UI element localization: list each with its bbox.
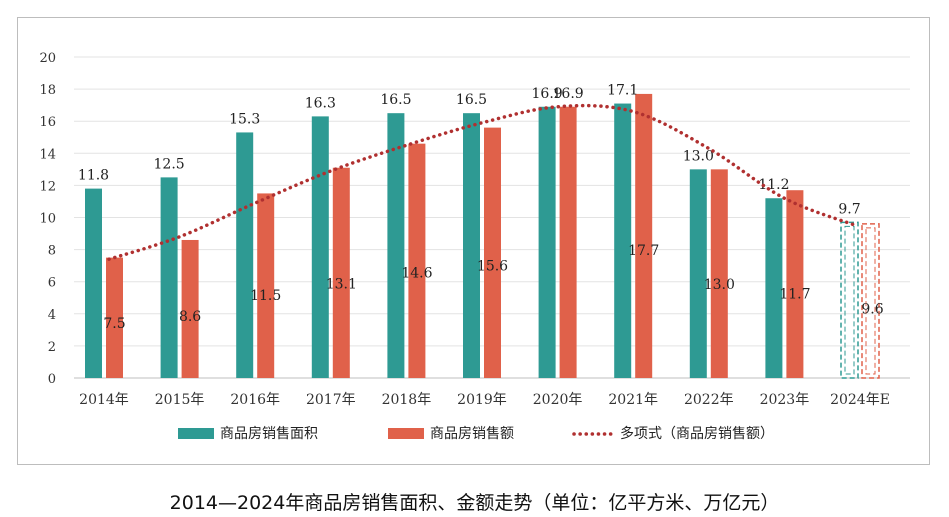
data-label-sales: 13.1 (326, 276, 357, 292)
x-tick-label: 2015年 (155, 392, 205, 408)
bar-area (311, 116, 329, 378)
x-tick-label: 2019年 (457, 392, 507, 408)
data-label-area: 13.0 (683, 148, 714, 164)
y-tick-label: 18 (39, 83, 56, 98)
data-label-area: 16.5 (456, 92, 487, 108)
legend-swatch-sales (388, 428, 424, 439)
y-tick-label: 8 (48, 244, 56, 259)
data-label-area: 12.5 (154, 156, 185, 172)
bar-sales (106, 257, 123, 378)
data-label-sales: 17.7 (628, 243, 659, 259)
y-tick-label: 4 (48, 308, 56, 323)
y-tick-label: 2 (48, 340, 56, 355)
bar-area (463, 113, 480, 379)
legend-swatch-area (178, 428, 214, 439)
y-tick-label: 0 (48, 372, 56, 387)
bar-sales (484, 127, 501, 379)
data-label-sales: 8.6 (179, 309, 201, 325)
x-tick-label: 2023年 (760, 392, 810, 408)
trendline (107, 103, 858, 261)
y-tick-label: 20 (39, 51, 56, 66)
legend-label-area: 商品房销售面积 (220, 426, 318, 442)
y-tick-label: 12 (39, 179, 56, 194)
bar-sales (257, 193, 275, 378)
data-label-sales: 11.5 (250, 288, 281, 304)
bar-sales-estimate-inner (865, 227, 876, 375)
bar-sales (635, 93, 653, 378)
bar-area (765, 198, 783, 378)
data-label-sales: 13.0 (704, 277, 735, 293)
legend-label-trendline: 多项式（商品房销售额） (620, 425, 774, 442)
x-tick-label: 2014年 (79, 392, 129, 408)
x-tick-label: 2021年 (608, 392, 658, 408)
bar-sales (408, 143, 426, 378)
x-tick-label: 2020年 (533, 392, 583, 408)
data-label-sales: 14.6 (401, 266, 432, 282)
data-label-area: 16.9 (532, 86, 563, 102)
bar-area (160, 177, 178, 378)
bar-area-estimate-inner (844, 225, 855, 375)
data-label-sales: 7.5 (103, 316, 125, 332)
data-label-sales: 9.6 (861, 302, 883, 318)
bar-area (538, 106, 556, 378)
data-label-area: 9.7 (838, 201, 860, 217)
data-label-area: 11.2 (758, 177, 789, 193)
y-tick-label: 14 (39, 147, 56, 162)
bar-sales (786, 190, 804, 378)
bar-sales (181, 239, 199, 378)
data-label-sales: 11.7 (779, 286, 810, 302)
data-label-sales: 16.9 (553, 86, 584, 102)
x-tick-label: 2018年 (382, 392, 432, 408)
bar-area (85, 188, 102, 378)
data-label-sales: 15.6 (477, 258, 508, 274)
bar-sales (332, 167, 350, 378)
bar-area-estimate (840, 221, 859, 379)
bar-area (689, 169, 707, 378)
y-tick-label: 16 (39, 115, 56, 130)
x-tick-label: 2024年E (830, 392, 890, 408)
chart-caption: 2014—2024年商品房销售面积、金额走势（单位：亿平方米、万亿元） (169, 492, 780, 514)
legend-label-sales: 商品房销售额 (430, 426, 514, 442)
x-tick-label: 2017年 (306, 392, 356, 408)
y-tick-label: 10 (39, 212, 56, 227)
data-label-area: 16.3 (305, 95, 336, 111)
bar-area (236, 132, 254, 378)
data-label-area: 17.1 (607, 83, 638, 99)
bar-sales (559, 106, 577, 378)
data-label-area: 16.5 (380, 92, 411, 108)
bar-sales (710, 169, 728, 378)
data-label-area: 15.3 (229, 111, 260, 127)
y-tick-label: 6 (48, 276, 56, 291)
data-label-area: 11.8 (78, 168, 109, 184)
x-tick-label: 2022年 (684, 392, 734, 408)
bar-area (614, 103, 632, 379)
x-tick-label: 2016年 (230, 392, 280, 408)
bar-area (387, 113, 405, 379)
bar-sales-estimate (861, 223, 880, 379)
